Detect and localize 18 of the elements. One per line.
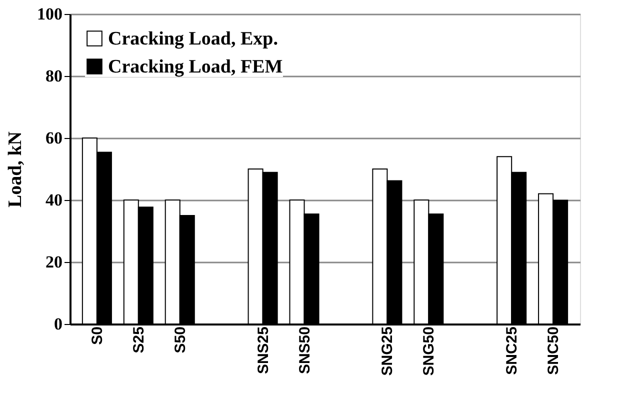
y-tick-label: 20 <box>46 252 62 272</box>
x-tick-label: S0 <box>88 326 106 345</box>
legend-label: Cracking Load, FEM <box>108 56 283 78</box>
y-tick-label: 40 <box>46 190 62 210</box>
x-tick-label: SNS25 <box>254 326 272 374</box>
y-tick-label: 80 <box>46 66 62 86</box>
y-tick-label: 0 <box>54 314 62 334</box>
x-tick-label: SNG50 <box>420 326 438 376</box>
x-tick-label: SNC50 <box>545 326 562 375</box>
x-tick-label: SNG25 <box>379 326 396 376</box>
legend-label: Cracking Load, Exp. <box>108 28 278 50</box>
y-tick-label: 60 <box>46 128 62 148</box>
y-tick-label: 100 <box>37 4 62 24</box>
x-tick-label: S25 <box>130 326 148 354</box>
x-tick-label: SNS50 <box>296 326 314 374</box>
y-axis-title: Load, kN <box>5 131 26 208</box>
x-tick-label: S50 <box>172 326 189 354</box>
x-tick-label: SNC25 <box>504 326 521 375</box>
